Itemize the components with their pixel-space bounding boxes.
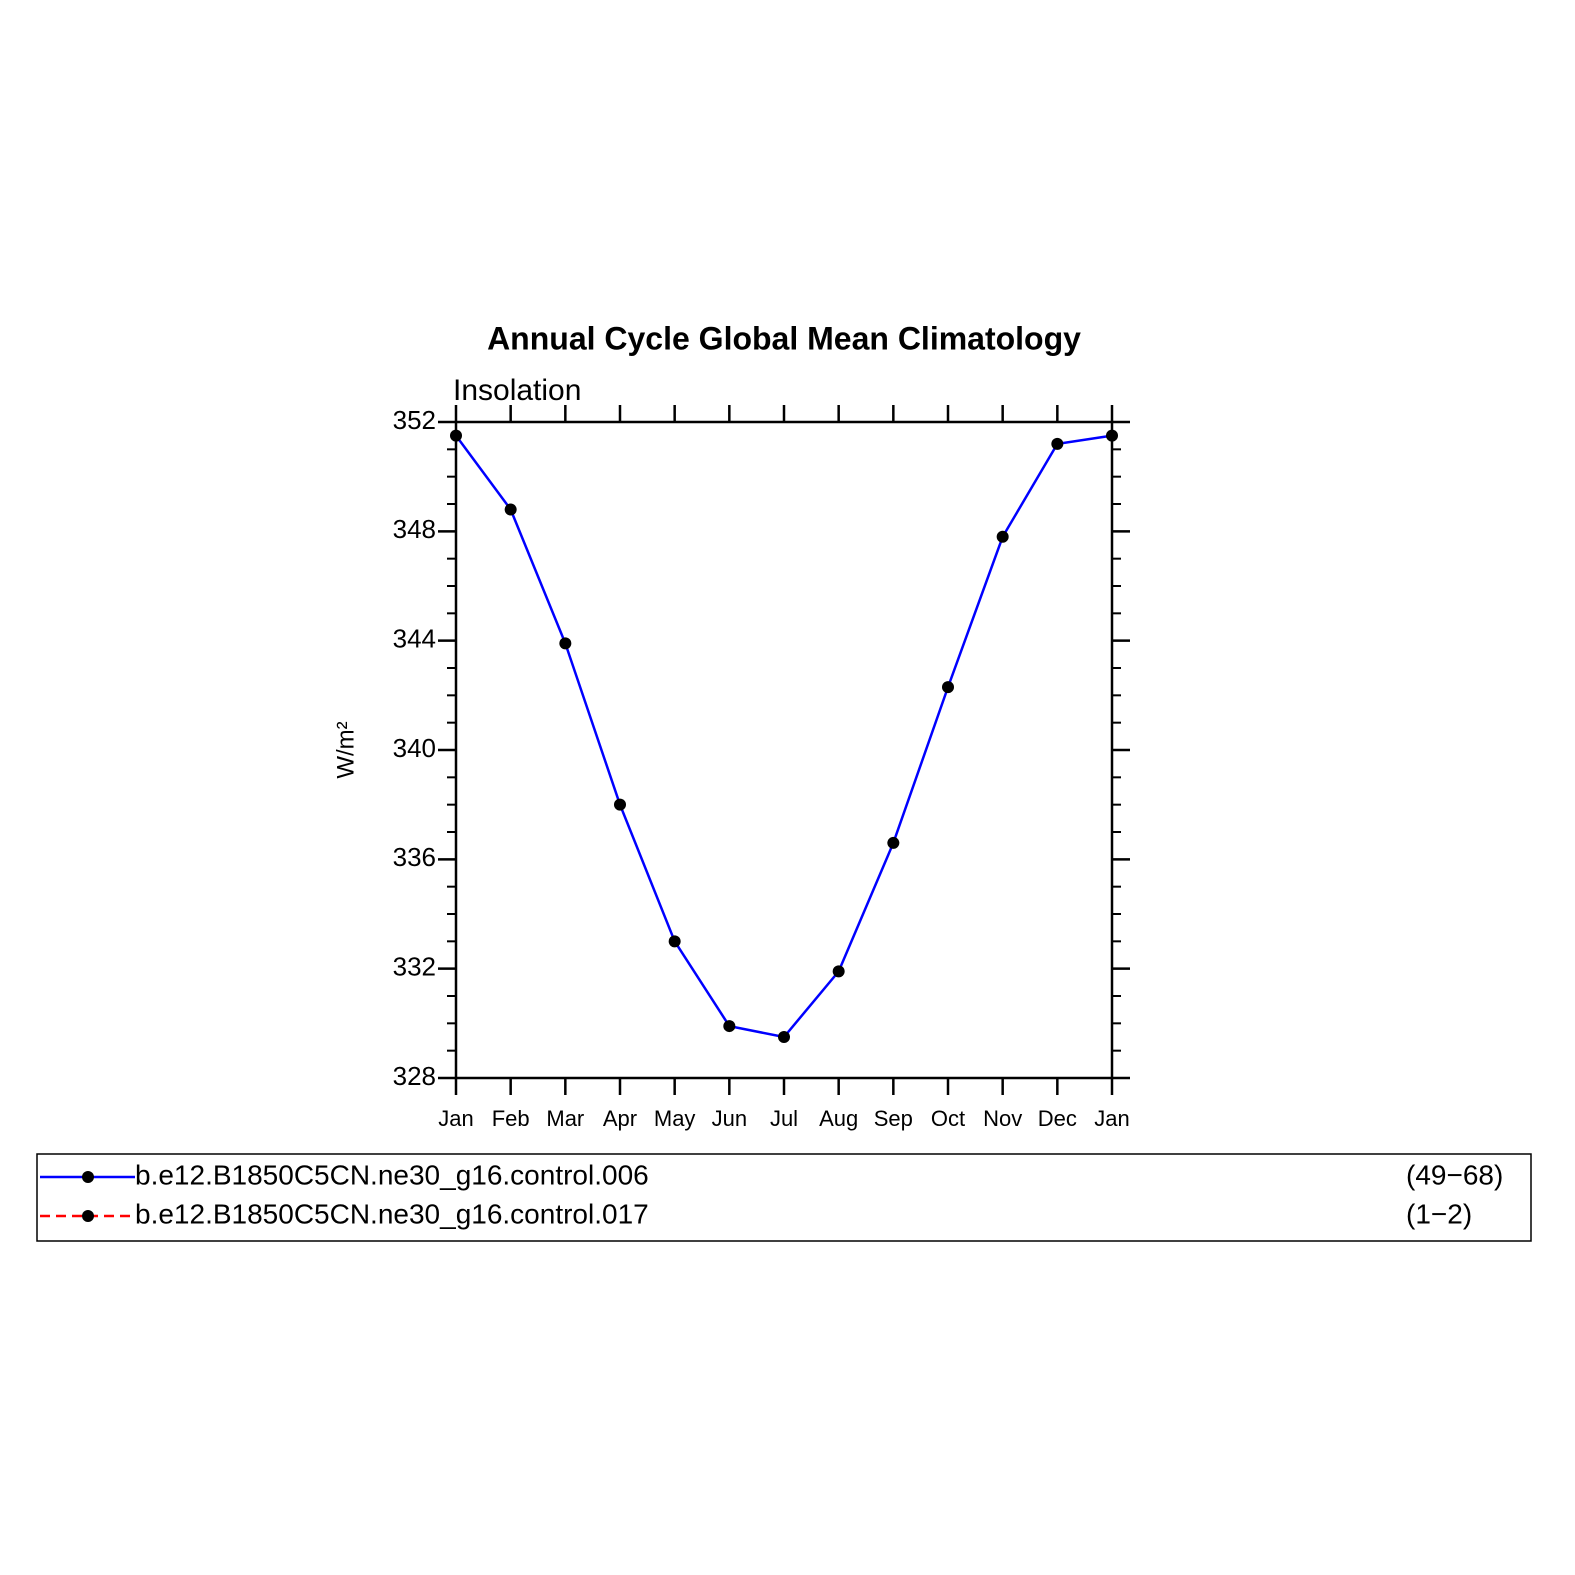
x-tick-label: May [654, 1106, 696, 1131]
data-point [504, 503, 517, 516]
data-point [832, 965, 845, 978]
x-tick-label: Mar [546, 1106, 584, 1131]
legend-label: b.e12.B1850C5CN.ne30_g16.control.006 [135, 1159, 649, 1190]
data-point [996, 530, 1009, 543]
y-tick-label: 328 [393, 1061, 436, 1091]
data-point [1106, 429, 1118, 442]
data-point [614, 798, 626, 811]
x-tick-label: Jun [712, 1106, 747, 1131]
x-tick-label: Oct [931, 1106, 965, 1131]
y-tick-label: 352 [393, 405, 436, 435]
legend-label: b.e12.B1850C5CN.ne30_g16.control.017 [135, 1198, 649, 1229]
legend-period: (1−2) [1406, 1198, 1472, 1229]
y-tick-label: 336 [393, 842, 436, 872]
x-tick-label: Feb [492, 1106, 530, 1131]
data-point [668, 935, 681, 948]
x-tick-label: Jan [438, 1106, 473, 1131]
x-tick-label: Aug [819, 1106, 858, 1131]
chart-title: Annual Cycle Global Mean Climatology [487, 320, 1081, 356]
y-tick-label: 332 [393, 952, 436, 982]
legend-marker [82, 1210, 94, 1222]
legend-box [36, 1153, 1532, 1242]
x-tick-label: Jul [770, 1106, 798, 1131]
legend-marker [82, 1171, 94, 1183]
x-tick-label: Jan [1094, 1106, 1129, 1131]
y-tick-label: 348 [393, 514, 436, 544]
data-point [559, 637, 572, 650]
data-point [887, 836, 900, 849]
data-point [942, 681, 954, 694]
data-point [450, 429, 462, 442]
subtitle: Insolation [453, 374, 581, 407]
data-point [1051, 437, 1064, 450]
legend-period: (49−68) [1406, 1159, 1503, 1190]
y-axis-label: W/m² [332, 721, 359, 778]
data-point [723, 1020, 736, 1033]
y-tick-label: 340 [393, 733, 436, 763]
x-tick-label: Dec [1038, 1106, 1077, 1131]
x-tick-label: Apr [603, 1106, 637, 1131]
y-tick-label: 344 [393, 624, 436, 654]
data-point [778, 1031, 790, 1043]
x-tick-label: Nov [983, 1106, 1022, 1131]
x-tick-label: Sep [874, 1106, 913, 1131]
